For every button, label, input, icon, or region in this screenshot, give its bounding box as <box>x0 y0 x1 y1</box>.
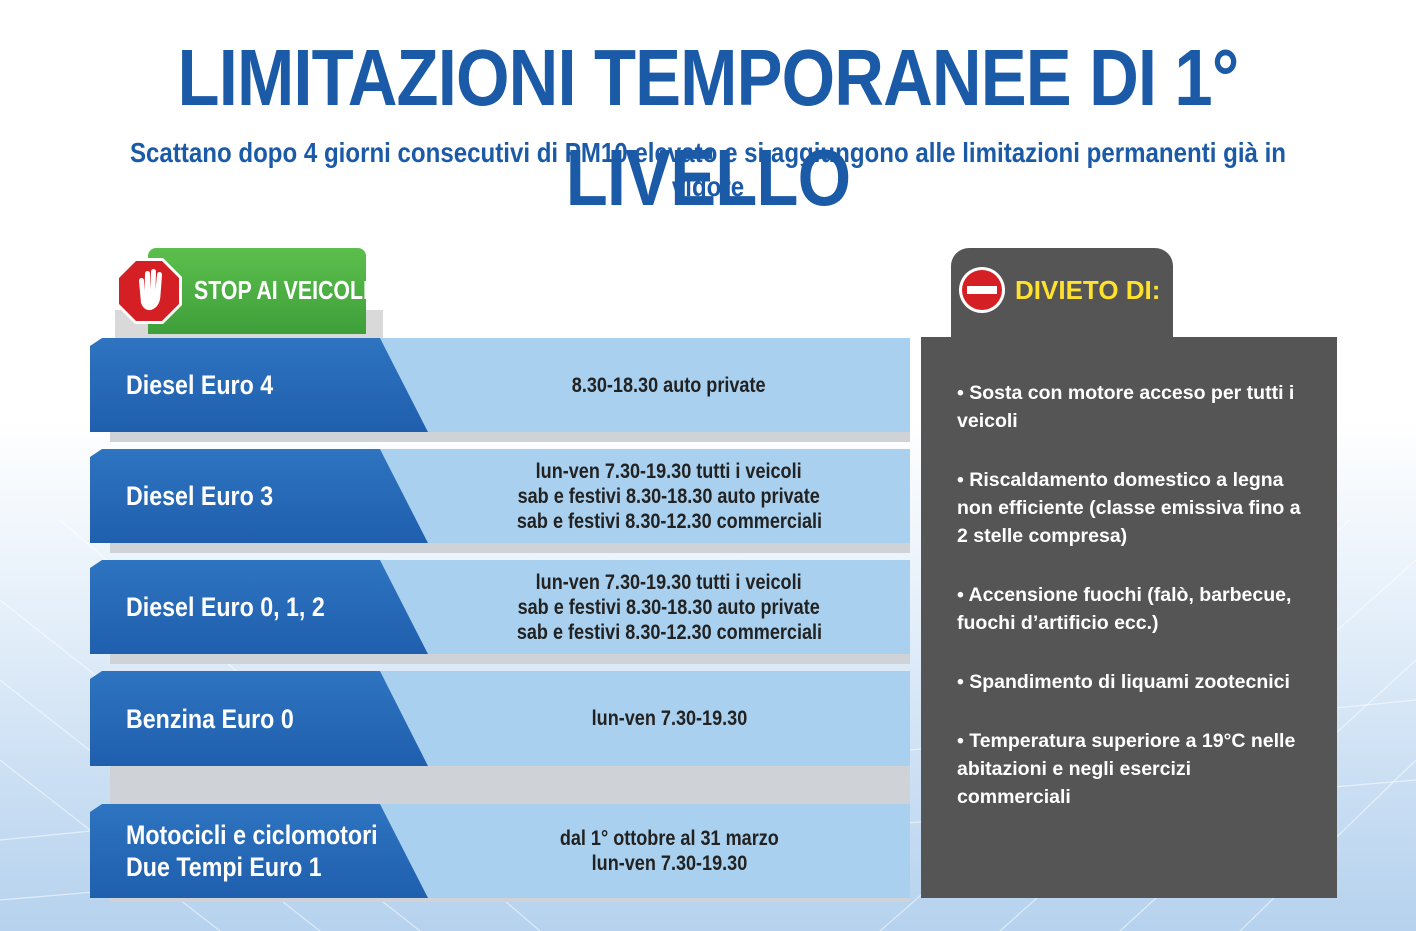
row-shadow <box>110 894 910 902</box>
row-vehicle-band <box>90 449 428 543</box>
vehicle-row: Motocicli e ciclomotori Due Tempi Euro 1… <box>90 804 910 898</box>
row-vehicle-band <box>90 560 428 654</box>
restriction-line: lun-ven 7.30-19.30 <box>591 707 747 730</box>
vehicle-restriction: 8.30-18.30 auto private <box>428 338 910 432</box>
stop-section-label: STOP AI VEICOLI <box>194 275 369 305</box>
vehicle-label: Motocicli e ciclomotori Due Tempi Euro 1 <box>126 804 378 898</box>
row-info-band <box>380 338 910 432</box>
row-shadow <box>110 430 910 442</box>
row-info-band <box>380 449 910 543</box>
stop-hand-icon <box>116 258 182 324</box>
vehicle-row: Diesel Euro 0, 1, 2 lun-ven 7.30-19.30 t… <box>90 560 910 654</box>
row-info-band <box>380 671 910 766</box>
vehicle-label-line: Due Tempi Euro 1 <box>126 852 322 882</box>
vehicle-row: Diesel Euro 3 lun-ven 7.30-19.30 tutti i… <box>90 449 910 543</box>
ban-section-label: DIVIETO DI: <box>1015 275 1161 305</box>
vehicle-row: Benzina Euro 0 lun-ven 7.30-19.30 <box>90 671 910 766</box>
row-info-band <box>380 560 910 654</box>
row-vehicle-band <box>90 671 428 766</box>
page-subtitle: Scattano dopo 4 giorni consecutivi di PM… <box>129 137 1287 202</box>
restriction-line: sab e festivi 8.30-12.30 commerciali <box>516 509 822 533</box>
row-shadow <box>110 764 910 804</box>
restriction-line: sab e festivi 8.30-12.30 commerciali <box>516 620 822 644</box>
vehicle-restriction: lun-ven 7.30-19.30 <box>428 671 910 766</box>
restriction-line: sab e festivi 8.30-18.30 auto private <box>517 595 821 619</box>
restriction-line: sab e festivi 8.30-18.30 auto private <box>517 484 821 508</box>
page-title: LIMITAZIONI TEMPORANEE DI 1° LIVELLO <box>177 33 1240 222</box>
ban-panel: • Sosta con motore acceso per tutti i ve… <box>921 337 1337 898</box>
restriction-line: lun-ven 7.30-19.30 <box>591 852 747 875</box>
ban-item: • Spandimento di liquami zootecnici <box>957 671 1290 693</box>
restriction-line: lun-ven 7.30-19.30 tutti i veicoli <box>536 570 802 594</box>
vehicle-label: Diesel Euro 3 <box>126 481 274 511</box>
row-vehicle-band <box>90 338 428 432</box>
ban-item: • Sosta con motore acceso per tutti i ve… <box>957 382 1295 432</box>
vehicle-label-line: Motocicli e ciclomotori <box>126 820 378 850</box>
ban-item: • Temperatura superiore a 19°C nelle abi… <box>957 730 1296 808</box>
restriction-line: 8.30-18.30 auto private <box>572 373 766 397</box>
vehicle-label: Benzina Euro 0 <box>126 703 294 734</box>
no-entry-icon <box>959 267 1005 313</box>
vehicle-restriction: dal 1° ottobre al 31 marzo lun-ven 7.30-… <box>428 804 910 898</box>
vehicle-restriction: lun-ven 7.30-19.30 tutti i veicoli sab e… <box>428 560 910 654</box>
vehicle-row: Diesel Euro 4 8.30-18.30 auto private <box>90 338 910 432</box>
row-shadow <box>110 541 910 553</box>
restriction-line: lun-ven 7.30-19.30 tutti i veicoli <box>536 459 802 483</box>
ban-item: • Accensione fuochi (falò, barbecue, fuo… <box>957 584 1292 634</box>
row-shadow <box>110 652 910 664</box>
vehicle-label: Diesel Euro 4 <box>126 370 274 400</box>
vehicle-label: Diesel Euro 0, 1, 2 <box>126 592 325 622</box>
stop-tab <box>148 248 366 334</box>
vehicle-restriction: lun-ven 7.30-19.30 tutti i veicoli sab e… <box>428 449 910 543</box>
restriction-line: dal 1° ottobre al 31 marzo <box>559 827 779 850</box>
row-vehicle-band <box>90 804 428 898</box>
ban-item: • Riscaldamento domestico a legna non ef… <box>957 469 1301 547</box>
row-info-band <box>380 804 910 898</box>
